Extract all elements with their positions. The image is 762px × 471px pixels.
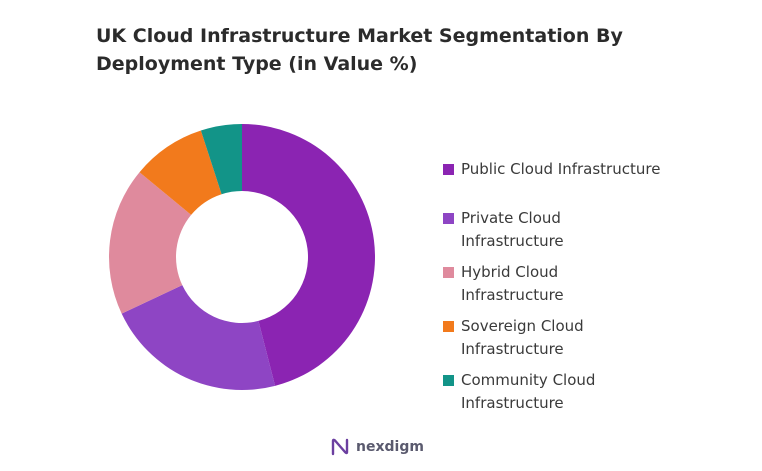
donut-slice-hybrid	[109, 172, 192, 314]
donut-slice-public	[242, 124, 376, 386]
donut-slice-private	[121, 285, 276, 390]
donut-slice-community	[200, 124, 242, 195]
nexdigm-logo-icon	[331, 438, 349, 456]
donut-slice-sovereign	[139, 130, 222, 215]
brand-name: nexdigm	[356, 439, 424, 455]
chart-title: UK Cloud Infrastructure Market Segmentat…	[96, 25, 623, 75]
brand-footer: nexdigm	[330, 437, 424, 457]
